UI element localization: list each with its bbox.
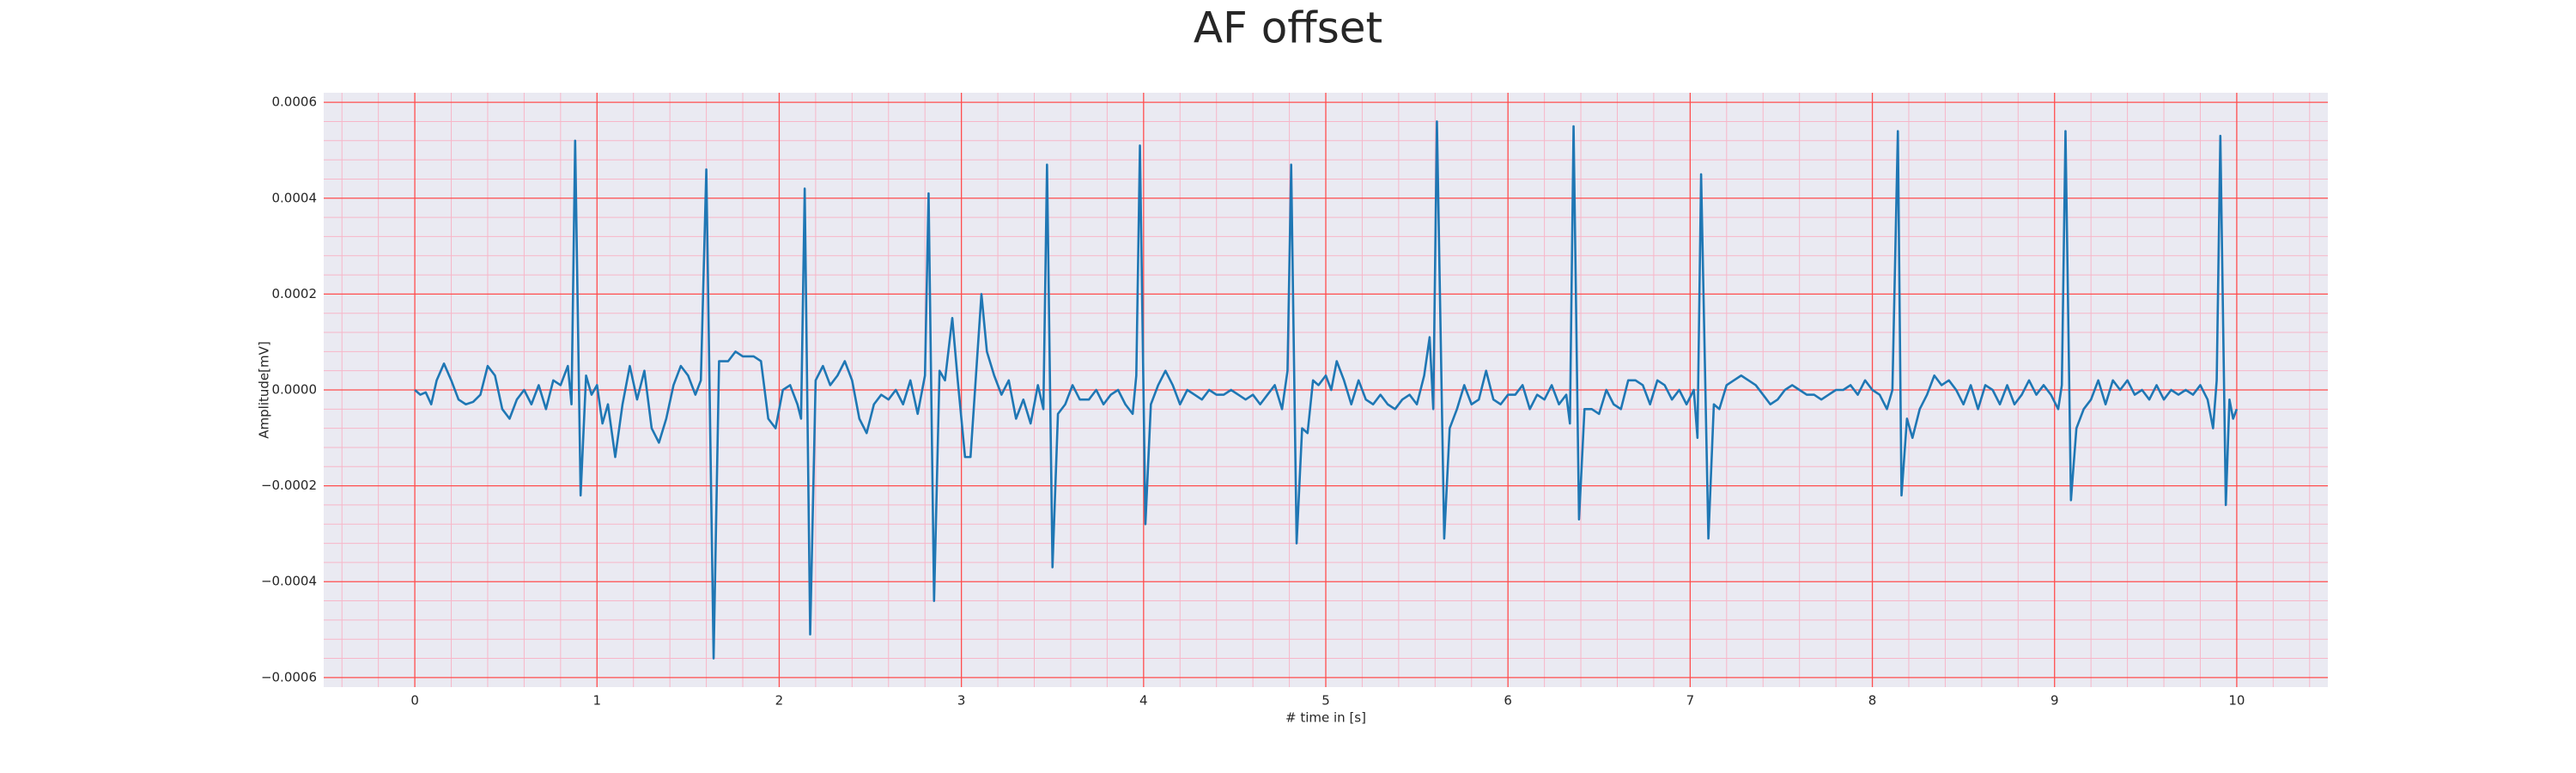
y-tick-label: 0.0004: [272, 190, 318, 205]
labels: 0 1 2 3 4 5 6 7 8 9 10 −0.0006 −0.0004 −0.0002 0.0000 0…: [261, 94, 2245, 709]
x-tick-label: 3: [957, 693, 966, 709]
x-tick-label: 10: [2228, 693, 2245, 709]
x-axis-label: # time in [s]: [1285, 710, 1366, 726]
x-tick-label: 4: [1139, 693, 1148, 709]
y-tick-label: 0.0006: [272, 94, 318, 110]
y-tick-label: −0.0006: [261, 669, 317, 685]
y-axis-label: Amplitude[mV]: [257, 341, 272, 438]
y-tick-label: 0.0000: [272, 382, 318, 398]
x-tick-label: 1: [592, 693, 601, 709]
x-tick-label: 8: [1868, 693, 1877, 709]
y-tick-label: −0.0004: [261, 574, 317, 589]
x-tick-label: 6: [1504, 693, 1512, 709]
y-tick-label: −0.0002: [261, 478, 317, 493]
signal-line: [414, 120, 2239, 660]
marks: [414, 120, 2239, 660]
x-tick-label: 0: [410, 693, 419, 709]
x-tick-label: 2: [775, 693, 784, 709]
y-tick-label: 0.0002: [272, 286, 318, 301]
grid: [324, 93, 2328, 687]
x-tick-label: 9: [2050, 693, 2059, 709]
x-tick-label: 7: [1686, 693, 1695, 709]
chart-title: AF offset: [1194, 3, 1382, 53]
x-tick-label: 5: [1321, 693, 1330, 709]
